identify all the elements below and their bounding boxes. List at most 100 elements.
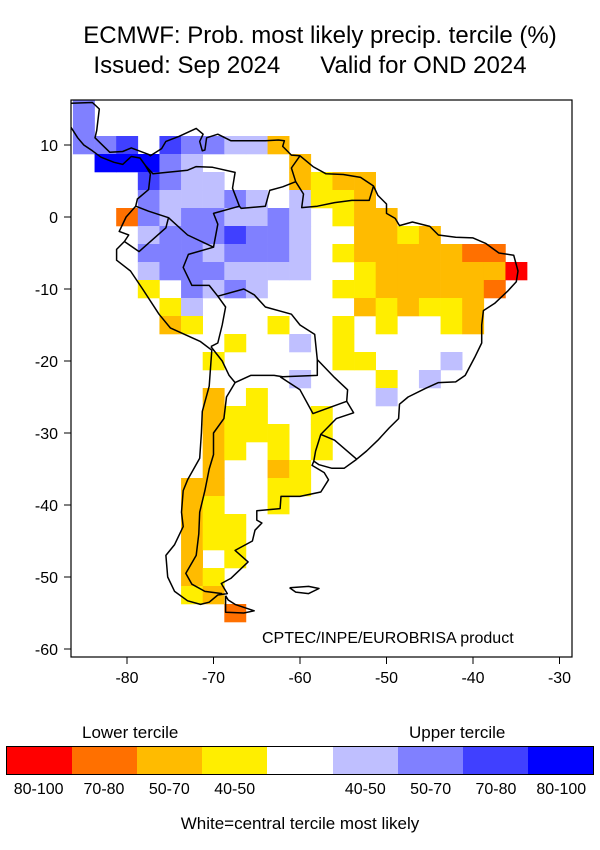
grid-cell: [397, 244, 420, 263]
grid-cell: [440, 262, 463, 281]
grid-cell: [137, 190, 160, 209]
grid-cell: [245, 280, 268, 299]
grid-cell: [181, 208, 203, 227]
grid-cell: [289, 190, 312, 209]
grid-cell: [267, 496, 290, 515]
grid-cell: [310, 172, 333, 191]
legend-swatch-l4: [7, 747, 73, 774]
grid-cell: [94, 136, 117, 155]
grid-cell: [483, 280, 506, 299]
grid-cell: [440, 352, 463, 371]
grid-cell: [375, 226, 398, 245]
grid-cell: [72, 118, 95, 137]
grid-cell: [224, 406, 247, 425]
grid-cell: [418, 298, 441, 317]
grid-cell: [462, 298, 485, 317]
legend-label-l2: 50-70: [148, 781, 190, 798]
grid-cell: [181, 172, 203, 191]
coastline: [295, 181, 375, 209]
legend-swatch-u1: [332, 747, 398, 774]
grid-cell: [224, 208, 247, 227]
y-tick-label: -60: [35, 642, 58, 659]
map-title: ECMWF: Prob. most likely precip. tercile…: [83, 22, 557, 49]
grid-cell: [267, 316, 290, 335]
grid-cell: [245, 190, 268, 209]
grid-cell: [267, 226, 290, 245]
coastline: [123, 205, 170, 253]
grid-cell: [245, 208, 268, 227]
legend-swatch-l3: [72, 747, 138, 774]
grid-cell: [202, 568, 225, 587]
grid-cell: [181, 316, 203, 335]
grid-cell: [332, 172, 355, 191]
legend-swatch-u2: [397, 747, 463, 774]
grid-cell: [440, 298, 463, 317]
grid-cell: [375, 280, 398, 299]
grid-cell: [354, 298, 376, 317]
grid-cell: [181, 298, 203, 317]
grid-cell: [418, 370, 441, 389]
grid-cell: [289, 226, 312, 245]
grid-cell: [202, 280, 225, 299]
coastline: [212, 205, 240, 248]
grid-cell: [159, 136, 182, 155]
grid-cell: [332, 190, 355, 209]
grid-cell: [418, 226, 441, 245]
grid-cell: [462, 316, 485, 335]
grid-cell: [202, 172, 225, 191]
grid-cell: [224, 190, 247, 209]
grid-cell: [289, 460, 312, 479]
grid-cell: [202, 226, 225, 245]
map-subtitle: Issued: Sep 2024 Valid for OND 2024: [93, 52, 527, 79]
grid-cell: [375, 388, 398, 407]
grid-cell: [202, 262, 225, 281]
grid-cell: [375, 208, 398, 227]
grid-cell: [289, 478, 312, 497]
grid-cell: [202, 190, 225, 209]
y-tick-label: -20: [35, 354, 58, 371]
grid-cell: [375, 370, 398, 389]
grid-cell: [418, 280, 441, 299]
grid-cell: [332, 208, 355, 227]
grid-cell: [224, 280, 247, 299]
legend-label-u4: 80-100: [536, 781, 587, 798]
grid-cell: [289, 262, 312, 281]
grid-cell: [332, 280, 355, 299]
x-tick-label: -50: [375, 670, 398, 687]
grid-cell: [137, 262, 160, 281]
grid-cell: [181, 514, 203, 533]
grid-cell: [354, 226, 376, 245]
grid-cell: [245, 262, 268, 281]
axis-ticks: -80 -70 -60 -50 -40 -30 10 0 -10 -20 -30 -40 -50 -60: [35, 138, 571, 687]
grid-cell: [72, 100, 95, 119]
grid-cell: [224, 334, 247, 353]
grid-cell: [462, 262, 485, 281]
grid-cell: [267, 460, 290, 479]
grid-cell: [137, 244, 160, 263]
x-tick-label: -70: [202, 670, 225, 687]
grid-cell: [159, 262, 182, 281]
legend-swatch-u4: [527, 747, 593, 774]
grid-cell: [354, 208, 376, 227]
coastline: [167, 217, 227, 348]
legend-label-l4: 80-100: [13, 781, 64, 798]
grid-cell: [181, 496, 203, 515]
coastline: [224, 595, 255, 614]
grid-cell: [159, 208, 182, 227]
legend-note: White=central tercile most likely: [180, 814, 420, 833]
grid-cell: [159, 244, 182, 263]
grid-cell: [181, 550, 203, 569]
grid-cell: [375, 298, 398, 317]
grid-cell: [267, 208, 290, 227]
grid-cell: [202, 532, 225, 551]
grid-cell: [202, 352, 225, 371]
grid-cell: [332, 316, 355, 335]
grid-cell: [332, 244, 355, 263]
y-tick-label: 10: [40, 138, 58, 155]
grid-cell: [375, 316, 398, 335]
grid-cell: [159, 298, 182, 317]
grid-cell: [440, 316, 463, 335]
grid-cell: [181, 532, 203, 551]
grid-cell: [332, 352, 355, 371]
grid-cell: [224, 424, 247, 443]
